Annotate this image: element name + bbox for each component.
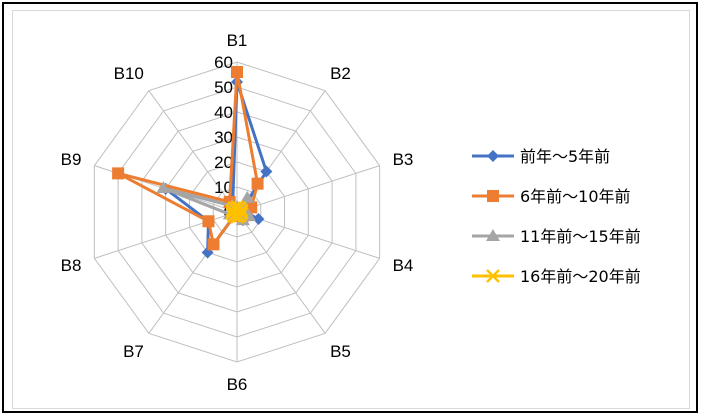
category-label: B3 — [393, 150, 414, 169]
point-marker — [156, 181, 171, 194]
legend-item: 6年前～10年前 — [472, 187, 631, 206]
grid-spoke — [236, 165, 380, 213]
grid-spoke — [236, 211, 326, 334]
category-label: B4 — [393, 256, 414, 275]
category-label: B9 — [61, 150, 82, 169]
legend-label: 前年～5年前 — [520, 147, 610, 166]
legend-item: 11年前～15年前 — [472, 227, 641, 246]
legend-label: 11年前～15年前 — [520, 227, 641, 246]
point-marker — [233, 209, 247, 223]
point-marker — [260, 165, 273, 178]
point-marker — [207, 238, 220, 251]
category-label: B6 — [227, 375, 248, 394]
tick-label: 20 — [214, 153, 233, 172]
legend-label: 6年前～10年前 — [520, 187, 631, 206]
legend-item: 16年前～20年前 — [472, 267, 641, 286]
point-marker — [487, 190, 499, 202]
point-marker — [202, 215, 215, 228]
grid-spoke — [236, 90, 326, 213]
tick-label: 30 — [214, 128, 233, 147]
point-marker — [487, 150, 499, 162]
point-marker — [112, 167, 125, 180]
point-marker — [251, 177, 264, 190]
category-label: B8 — [61, 256, 82, 275]
point-marker — [486, 229, 500, 241]
point-marker — [252, 212, 265, 225]
legend-item: 前年～5年前 — [472, 147, 610, 166]
point-marker — [231, 66, 243, 78]
point-marker — [227, 201, 241, 215]
series-4 — [225, 200, 249, 224]
tick-label: 60 — [214, 53, 233, 72]
chart-area — [12, 10, 690, 409]
category-label: B2 — [330, 64, 351, 83]
grid-spoke — [148, 90, 238, 213]
tick-label: 50 — [214, 78, 233, 97]
legend: 前年～5年前 6年前～10年前 11年前～15年前 16年前～20年前 — [472, 147, 641, 286]
category-label: B1 — [227, 31, 248, 50]
tick-label: 40 — [214, 103, 233, 122]
category-label: B5 — [330, 342, 351, 361]
point-marker — [486, 269, 500, 283]
tick-label: 10 — [214, 178, 233, 197]
category-label: B10 — [114, 64, 144, 83]
point-marker — [240, 190, 255, 203]
category-label: B7 — [123, 342, 144, 361]
legend-label: 16年前～20年前 — [520, 267, 641, 286]
